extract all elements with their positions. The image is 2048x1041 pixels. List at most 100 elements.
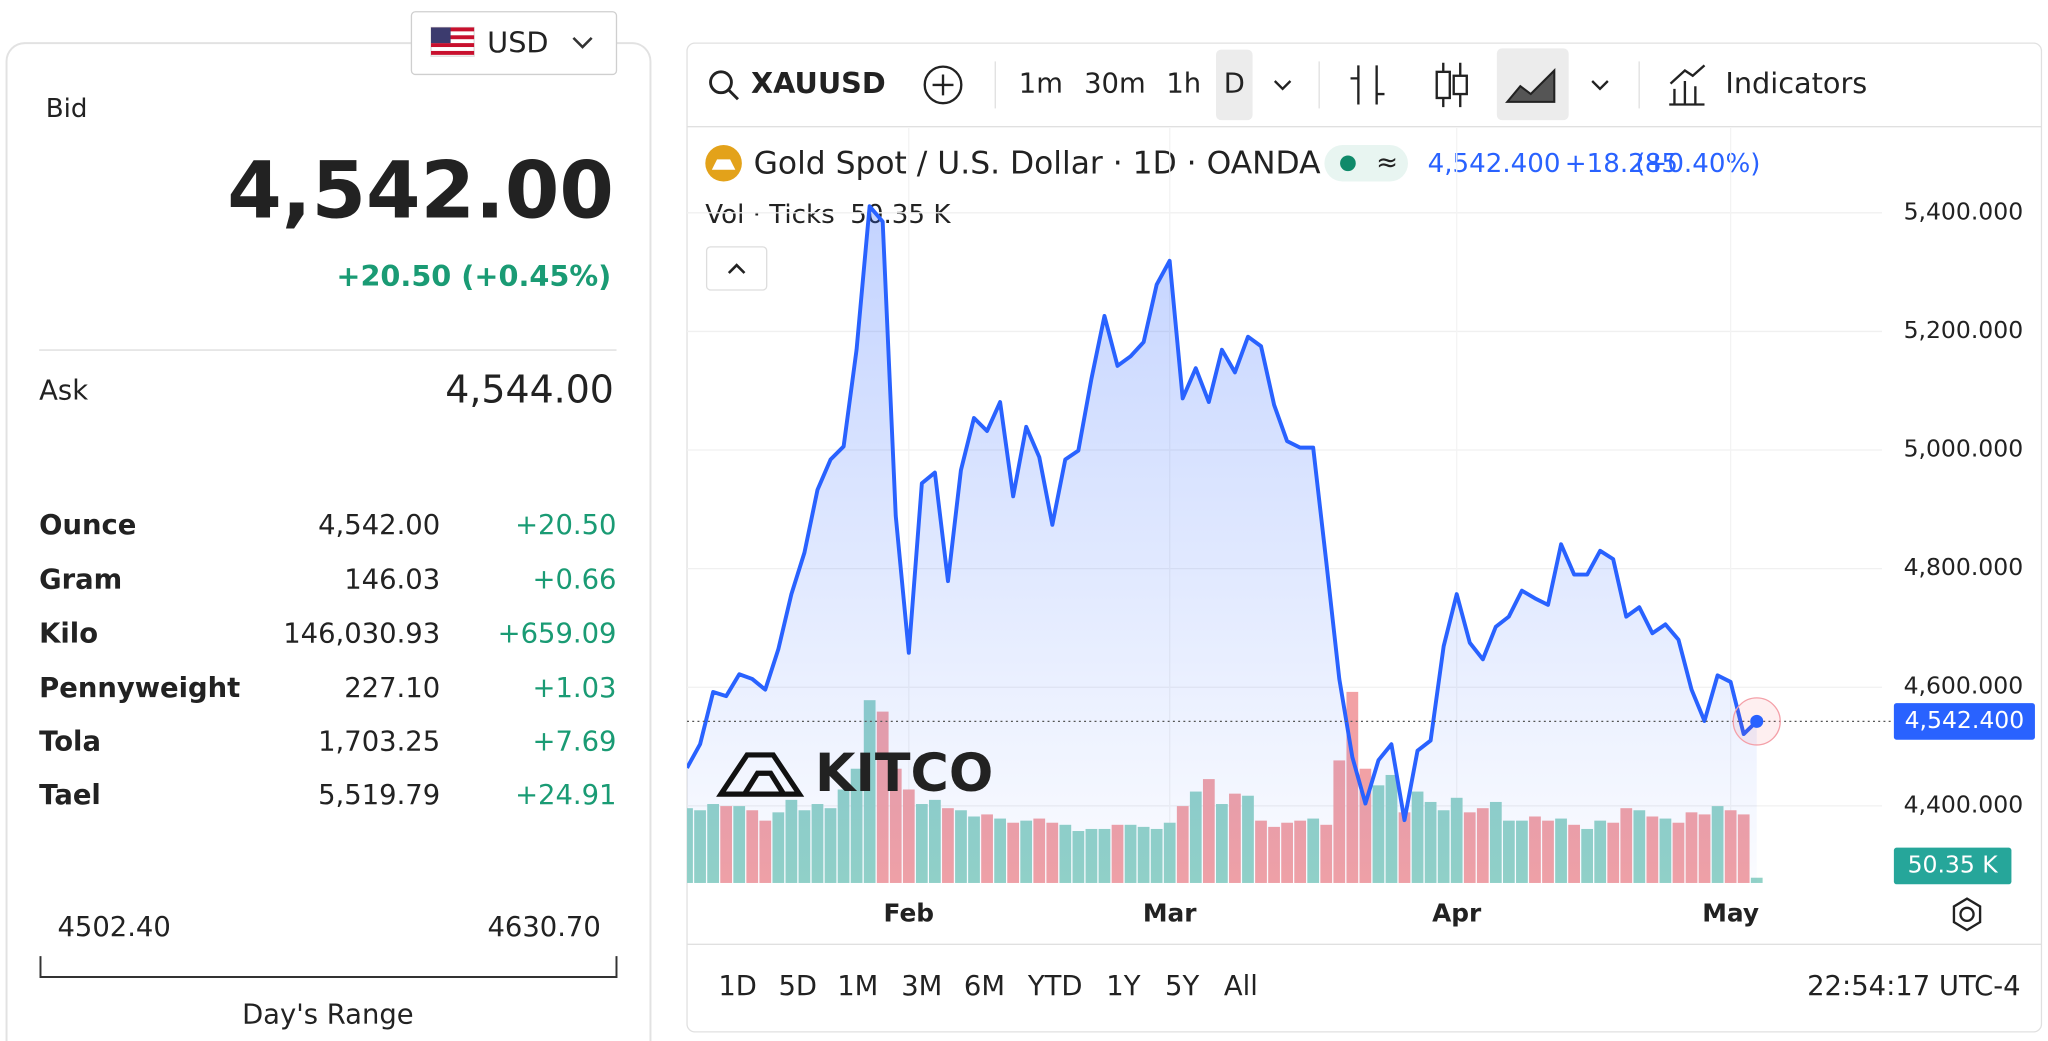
last-price-dot xyxy=(1750,714,1764,728)
volume-legend-name: Vol · Ticks xyxy=(705,200,834,230)
collapse-chevron xyxy=(727,263,746,274)
unit-change: +7.69 xyxy=(532,727,616,758)
period-button[interactable]: 5Y xyxy=(1165,971,1199,1002)
plot-area xyxy=(687,128,1883,883)
x-tick-label: May xyxy=(1702,898,1759,927)
unit-name: Pennyweight xyxy=(39,673,240,704)
bid-change: +20.50 (+0.45%) xyxy=(336,259,611,293)
flag-stripe xyxy=(431,27,475,32)
candle-body xyxy=(1452,74,1468,96)
currency-label[interactable]: USD xyxy=(487,25,548,59)
unit-name: Tola xyxy=(39,727,101,758)
period-button[interactable]: 6M xyxy=(964,971,1005,1002)
area-style-button[interactable] xyxy=(1496,48,1569,121)
interval-chevron[interactable] xyxy=(1273,80,1292,91)
indicators-button[interactable]: Indicators xyxy=(1725,66,1867,100)
plus-icon xyxy=(932,74,954,96)
unit-name: Gram xyxy=(39,565,122,596)
area-style-icon xyxy=(1505,68,1556,103)
price-area xyxy=(687,206,1757,883)
collapse-legend-button[interactable] xyxy=(705,246,768,291)
symbol-logo-bars xyxy=(711,159,736,170)
unit-name: Tael xyxy=(39,780,101,811)
unit-change: +24.91 xyxy=(515,780,616,811)
clock: 22:54:17 UTC-4 xyxy=(1807,971,2020,1002)
unit-change: +0.66 xyxy=(532,565,616,596)
volume-legend-value: 50.35 K xyxy=(850,200,951,230)
flag-stripe xyxy=(431,50,475,55)
x-tick-label: Mar xyxy=(1143,898,1197,927)
unit-name: Kilo xyxy=(39,618,98,649)
period-button[interactable]: YTD xyxy=(1027,971,1083,1002)
period-button[interactable]: 1D xyxy=(718,971,757,1002)
watermark-logo: KITCO xyxy=(716,744,993,804)
unit-change: +20.50 xyxy=(515,510,616,541)
indicators-icon[interactable] xyxy=(1669,64,1706,106)
status-pill[interactable] xyxy=(1324,144,1408,182)
flag-stripe xyxy=(431,43,475,48)
symbol[interactable]: XAUUSD xyxy=(751,66,886,100)
market-status-dot xyxy=(1340,155,1356,172)
volume-badge-label: 50.35 K xyxy=(1908,850,1999,878)
watermark-text: KITCO xyxy=(815,744,993,804)
interval-button[interactable]: 1h xyxy=(1166,68,1201,99)
range-low: 4502.40 xyxy=(57,912,170,943)
search-icon[interactable] xyxy=(709,70,733,95)
interval-group: 1m 30m 1h D xyxy=(1019,68,1245,99)
legend-last-price: 4,542.400 xyxy=(1428,149,1561,179)
y-tick-label: 5,200.000 xyxy=(1904,316,2024,344)
currency-dropdown[interactable]: USD xyxy=(410,11,618,76)
period-button[interactable]: 1Y xyxy=(1106,971,1140,1002)
chart-title: Gold Spot / U.S. Dollar · 1D · OANDA xyxy=(754,146,1322,182)
unit-name: Ounce xyxy=(39,510,136,541)
last-price-badge-label: 4,542.400 xyxy=(1905,706,2025,734)
settings-hex xyxy=(1952,897,1982,932)
unit-price: 4,542.00 xyxy=(318,510,440,541)
legend-change-percent: (+0.40%) xyxy=(1635,149,1760,179)
x-tick-label: Feb xyxy=(884,898,935,927)
bid-price: 4,542.00 xyxy=(227,145,614,236)
bars-style-button[interactable] xyxy=(1350,65,1385,105)
x-tick-label: Apr xyxy=(1432,898,1482,927)
period-button[interactable]: 5D xyxy=(778,971,817,1002)
compare-button[interactable] xyxy=(923,65,963,105)
period-group: 1D 5D 1M 3M 6M YTD 1Y 5Y All xyxy=(718,971,1257,1002)
unit-price: 1,703.25 xyxy=(318,727,440,758)
flag-stripe xyxy=(431,35,475,40)
settings-icon[interactable] xyxy=(1959,906,1975,923)
interval-button[interactable]: 1m xyxy=(1019,68,1063,99)
range-bracket xyxy=(39,956,618,978)
data-delay-icon: ≈ xyxy=(1376,148,1398,178)
y-tick-label: 5,400.000 xyxy=(1904,197,2024,225)
period-button[interactable]: All xyxy=(1224,971,1258,1002)
period-button[interactable]: 1M xyxy=(837,971,878,1002)
ask-label: Ask xyxy=(39,375,88,406)
quote-panel xyxy=(5,42,652,1041)
bid-label: Bid xyxy=(46,94,88,124)
price-line xyxy=(687,204,1759,823)
style-chevron[interactable] xyxy=(1591,80,1609,91)
range-label: Day's Range xyxy=(242,1000,414,1031)
interval-button[interactable]: D xyxy=(1224,68,1245,99)
unit-price: 146,030.93 xyxy=(283,618,440,649)
legend-change: +18.285 xyxy=(1565,149,1678,179)
last-price-badge xyxy=(1893,703,2035,740)
flag-canton xyxy=(431,27,451,44)
axes: 4,400.000 4,600.000 4,800.000 5,000.000 5,20… xyxy=(687,197,2035,927)
chevron xyxy=(572,36,593,49)
volume-badge xyxy=(1893,847,2012,885)
unit-change: +1.03 xyxy=(532,673,616,704)
ask-price: 4,544.00 xyxy=(445,367,614,411)
unit-table: Ounce 4,542.00 +20.50 Gram 146.03 +0.66 Kilo 14… xyxy=(39,510,616,811)
y-tick-label: 4,400.000 xyxy=(1904,790,2024,818)
y-tick-label: 4,800.000 xyxy=(1904,553,2024,581)
y-tick-label: 5,000.000 xyxy=(1904,435,2024,463)
candles-style-button[interactable] xyxy=(1435,70,1451,100)
unit-price: 5,519.79 xyxy=(318,780,440,811)
interval-button[interactable]: 30m xyxy=(1084,68,1146,99)
search-icon-handle xyxy=(727,89,739,101)
range-high: 4630.70 xyxy=(487,912,600,943)
period-button[interactable]: 3M xyxy=(901,971,942,1002)
